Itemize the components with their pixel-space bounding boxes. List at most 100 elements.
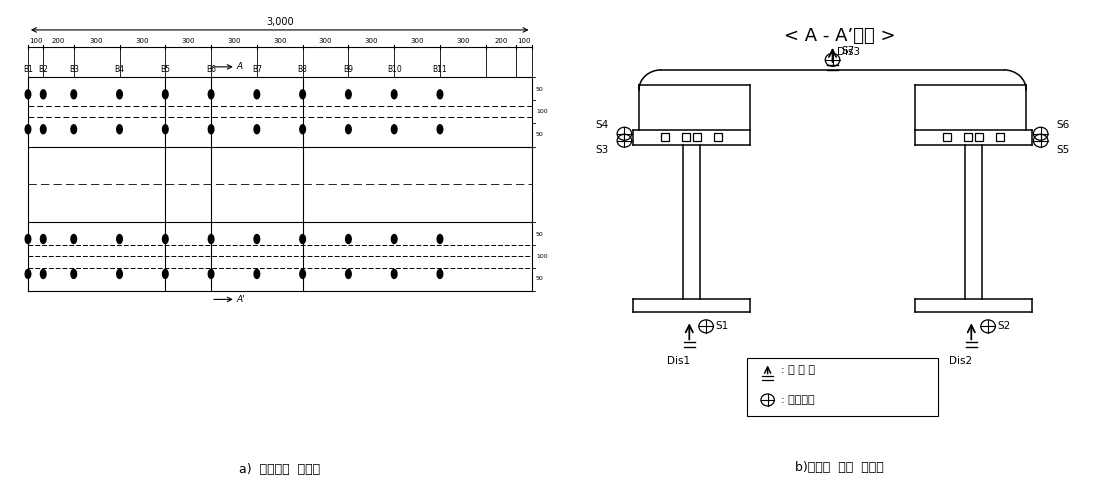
Text: B6: B6: [206, 65, 216, 74]
Ellipse shape: [346, 90, 351, 99]
Ellipse shape: [70, 269, 76, 278]
Ellipse shape: [162, 235, 168, 244]
Text: 200: 200: [495, 38, 508, 44]
Ellipse shape: [25, 269, 30, 278]
Text: Dis1: Dis1: [667, 356, 689, 366]
Text: B4: B4: [114, 65, 124, 74]
Ellipse shape: [392, 269, 397, 278]
Text: 100: 100: [29, 38, 43, 44]
Ellipse shape: [346, 235, 351, 244]
Ellipse shape: [208, 125, 214, 134]
Text: S1: S1: [715, 321, 728, 331]
Text: 300: 300: [227, 38, 241, 44]
Ellipse shape: [208, 90, 214, 99]
Text: 300: 300: [181, 38, 195, 44]
Ellipse shape: [40, 235, 46, 244]
Text: B9: B9: [344, 65, 354, 74]
Text: A': A': [237, 295, 245, 304]
Ellipse shape: [70, 125, 76, 134]
Bar: [963, 133, 971, 141]
Text: 200: 200: [51, 38, 65, 44]
Ellipse shape: [392, 235, 397, 244]
Ellipse shape: [300, 90, 305, 99]
Text: 300: 300: [273, 38, 286, 44]
Ellipse shape: [40, 269, 46, 278]
Text: S4: S4: [595, 120, 609, 130]
Ellipse shape: [438, 269, 443, 278]
Text: 100: 100: [536, 109, 547, 114]
Text: 3,000: 3,000: [266, 17, 293, 27]
Bar: [694, 133, 702, 141]
Text: S6: S6: [1056, 120, 1070, 130]
Text: < A - A’단면 >: < A - A’단면 >: [783, 27, 895, 45]
Text: a)  볼트체결  위치도: a) 볼트체결 위치도: [239, 463, 320, 476]
Ellipse shape: [162, 269, 168, 278]
Text: 300: 300: [457, 38, 470, 44]
Text: 300: 300: [319, 38, 332, 44]
Ellipse shape: [254, 269, 260, 278]
Ellipse shape: [116, 269, 122, 278]
Text: S5: S5: [1056, 145, 1070, 155]
Text: 50: 50: [536, 87, 544, 92]
Ellipse shape: [254, 235, 260, 244]
Text: 300: 300: [365, 38, 378, 44]
Bar: [976, 133, 984, 141]
Ellipse shape: [392, 125, 397, 134]
Text: Dis2: Dis2: [949, 356, 971, 366]
Ellipse shape: [438, 235, 443, 244]
Ellipse shape: [392, 90, 397, 99]
Text: b)변형률  센서  위치도: b)변형률 센서 위치도: [794, 461, 884, 474]
Bar: [714, 133, 722, 141]
Text: 50: 50: [536, 132, 544, 137]
Ellipse shape: [300, 125, 305, 134]
Bar: [661, 133, 669, 141]
Bar: [747, 358, 938, 416]
Text: S7: S7: [841, 46, 855, 56]
Ellipse shape: [346, 269, 351, 278]
Text: 300: 300: [90, 38, 103, 44]
Text: : 변형률계: : 변형률계: [781, 395, 815, 405]
Ellipse shape: [254, 90, 260, 99]
Ellipse shape: [40, 90, 46, 99]
Ellipse shape: [438, 90, 443, 99]
Ellipse shape: [162, 125, 168, 134]
Ellipse shape: [116, 125, 122, 134]
Ellipse shape: [40, 125, 46, 134]
Text: B7: B7: [252, 65, 262, 74]
Bar: [943, 133, 951, 141]
Text: B8: B8: [298, 65, 308, 74]
Text: A: A: [237, 62, 243, 71]
Ellipse shape: [116, 90, 122, 99]
Ellipse shape: [300, 235, 305, 244]
Text: S2: S2: [997, 321, 1010, 331]
Ellipse shape: [25, 125, 30, 134]
Ellipse shape: [208, 269, 214, 278]
Text: B2: B2: [38, 65, 48, 74]
Ellipse shape: [438, 125, 443, 134]
Ellipse shape: [70, 90, 76, 99]
Text: Dis3: Dis3: [837, 47, 861, 57]
Ellipse shape: [70, 235, 76, 244]
Text: 100: 100: [517, 38, 530, 44]
Text: B3: B3: [68, 65, 78, 74]
Text: B1: B1: [23, 65, 32, 74]
Ellipse shape: [300, 269, 305, 278]
Text: 50: 50: [536, 232, 544, 237]
Text: 100: 100: [536, 254, 547, 259]
Ellipse shape: [346, 125, 351, 134]
Ellipse shape: [25, 235, 30, 244]
Text: B5: B5: [160, 65, 170, 74]
Ellipse shape: [162, 90, 168, 99]
Text: : 처 짐 계: : 처 짐 계: [781, 365, 815, 376]
Text: S3: S3: [595, 145, 609, 155]
Text: 50: 50: [536, 276, 544, 281]
Bar: [996, 133, 1004, 141]
Ellipse shape: [208, 235, 214, 244]
Text: 300: 300: [411, 38, 424, 44]
Ellipse shape: [116, 235, 122, 244]
Ellipse shape: [254, 125, 260, 134]
Text: 300: 300: [135, 38, 149, 44]
Text: B10: B10: [387, 65, 402, 74]
Ellipse shape: [25, 90, 30, 99]
Text: B11: B11: [433, 65, 448, 74]
